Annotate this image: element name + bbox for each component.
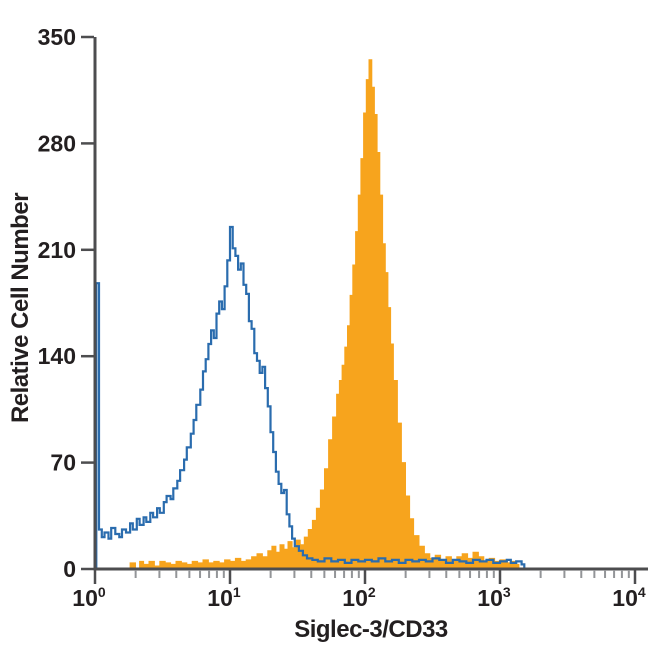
x-tick-label: 100 xyxy=(72,584,106,611)
x-axis-title: Siglec-3/CD33 xyxy=(294,616,448,643)
y-tick-label: 70 xyxy=(50,450,76,476)
y-tick-label: 140 xyxy=(38,343,76,369)
x-tick-label: 104 xyxy=(612,584,646,611)
y-tick-label: 210 xyxy=(38,237,76,263)
x-tick-label: 101 xyxy=(207,584,241,611)
x-tick-label: 103 xyxy=(477,584,511,611)
x-tick-label: 102 xyxy=(342,584,376,611)
axes: 0 70 140 210 280 350 100 101 102 103 104 xyxy=(38,24,648,611)
filled-histogram-curve xyxy=(129,59,520,570)
y-axis-title: Relative Cell Number xyxy=(7,192,34,424)
series-layer xyxy=(95,59,526,570)
y-tick-label: 280 xyxy=(38,130,76,156)
y-tick-label: 0 xyxy=(63,556,76,582)
open-histogram-curve xyxy=(95,225,526,569)
y-tick-label: 350 xyxy=(38,24,76,50)
